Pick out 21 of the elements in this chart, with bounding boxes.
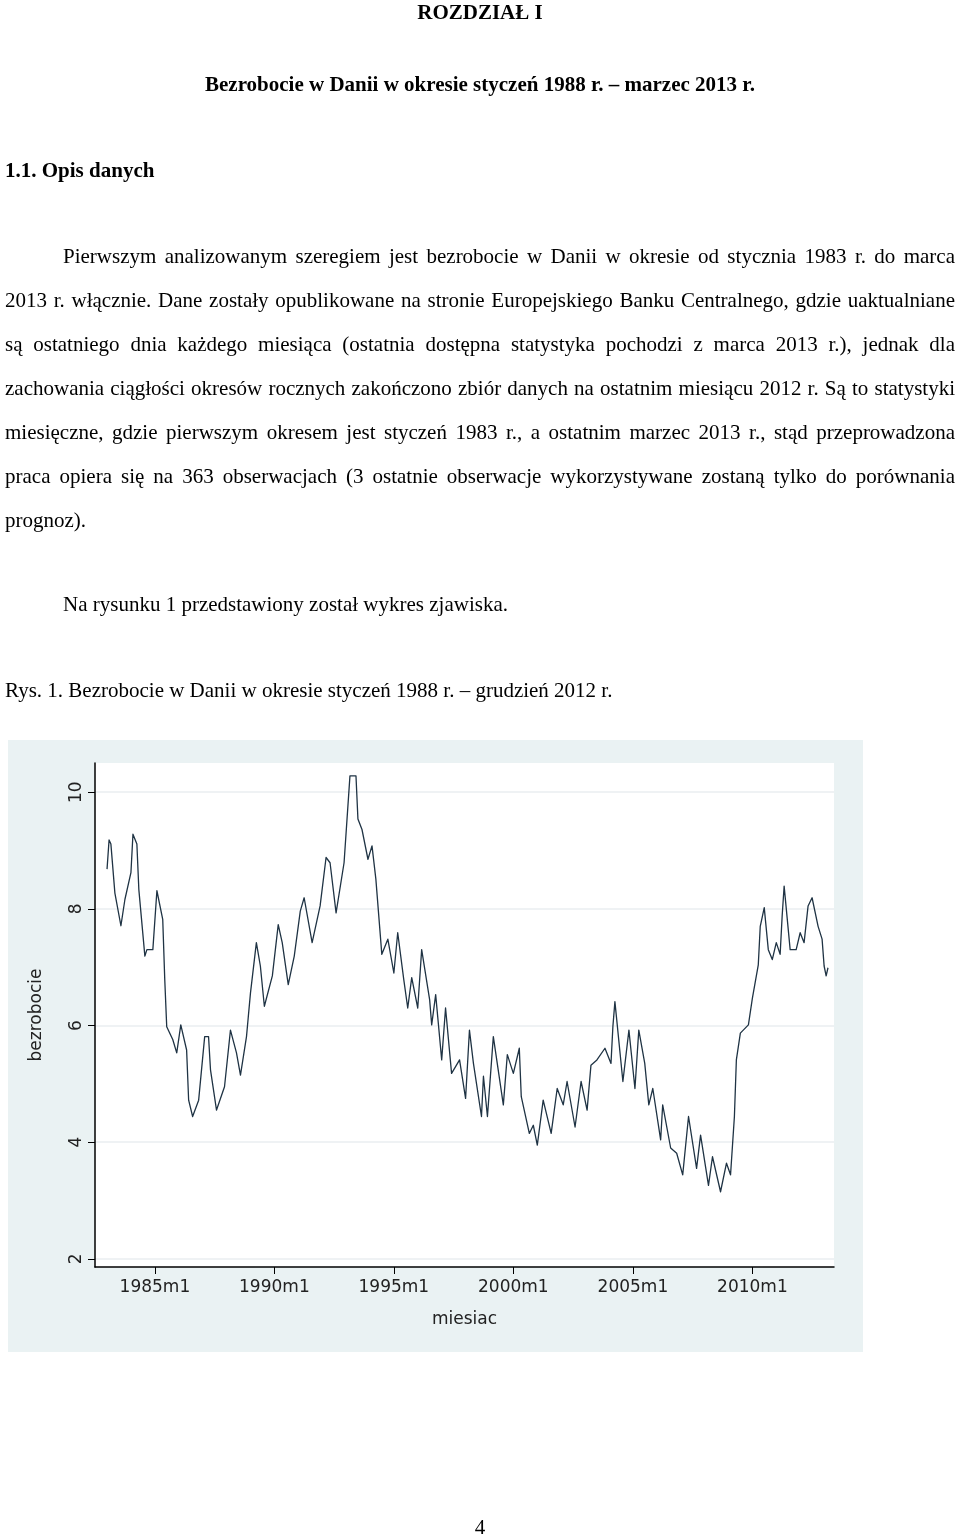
line-series	[106, 775, 829, 1193]
x-tick-label: 1990m1	[239, 1275, 310, 1296]
y-tick-label: 4	[64, 1136, 85, 1148]
x-tick-label: 1995m1	[358, 1275, 430, 1296]
x-axis-title: miesiac	[431, 1307, 498, 1328]
y-tick-label: 6	[64, 1020, 85, 1031]
text: 1.1. Opis danych	[5, 157, 155, 184]
y-tick-label: 10	[64, 781, 85, 803]
text: 4	[473, 1514, 487, 1537]
chart-title: ROZDZIAŁ I	[416, 0, 544, 26]
text: Pierwszym analizowanym szeregiem jest bezrobocie w Danii w okresie od stycznia 1983 r. do marca 2013 r. włącznie. Dane zostały opublikowane na stronie Europejskiego Banku Centralnego, gdzie uaktualniane są ostatniego dnia każdego miesiąca (ostatnia dostępna statystyka pochodzi z marca 2013 r.), jednak dla zachowania ciągłości okresów rocznych zakończono zbiór danych na ostatnim miesiącu 2012 r. Są to statystyki miesięczne, gdzie pierwszym okresem jest styczeń 1983 r., a ostatnim marzec 2013 r., stąd przeprowadzona praca opiera się na 363 obserwacjach (3 ostatnie obserwacje wykorzystywane zostaną tylko do porównania prognoz).	[5, 243, 955, 534]
x-tick-label: 1985m1	[119, 1275, 191, 1296]
y-tick-label: 2	[64, 1253, 85, 1265]
x-tick-label: 2005m1	[597, 1275, 669, 1296]
x-tick-label: 2000m1	[478, 1275, 549, 1296]
y-tick-label: 8	[64, 903, 85, 915]
text: Rys. 1. Bezrobocie w Danii w okresie styczeń 1988 r. – grudzień 2012 r.	[5, 677, 613, 704]
text: Na rysunku 1 przedstawiony został wykres zjawiska.	[63, 591, 508, 618]
x-tick-label: 2010m1	[717, 1275, 788, 1296]
chart-subtitle: Bezrobocie w Danii w okresie styczeń 1988 r. – marzec 2013 r.	[204, 71, 756, 98]
y-axis-title: bezrobocie	[24, 968, 45, 1062]
